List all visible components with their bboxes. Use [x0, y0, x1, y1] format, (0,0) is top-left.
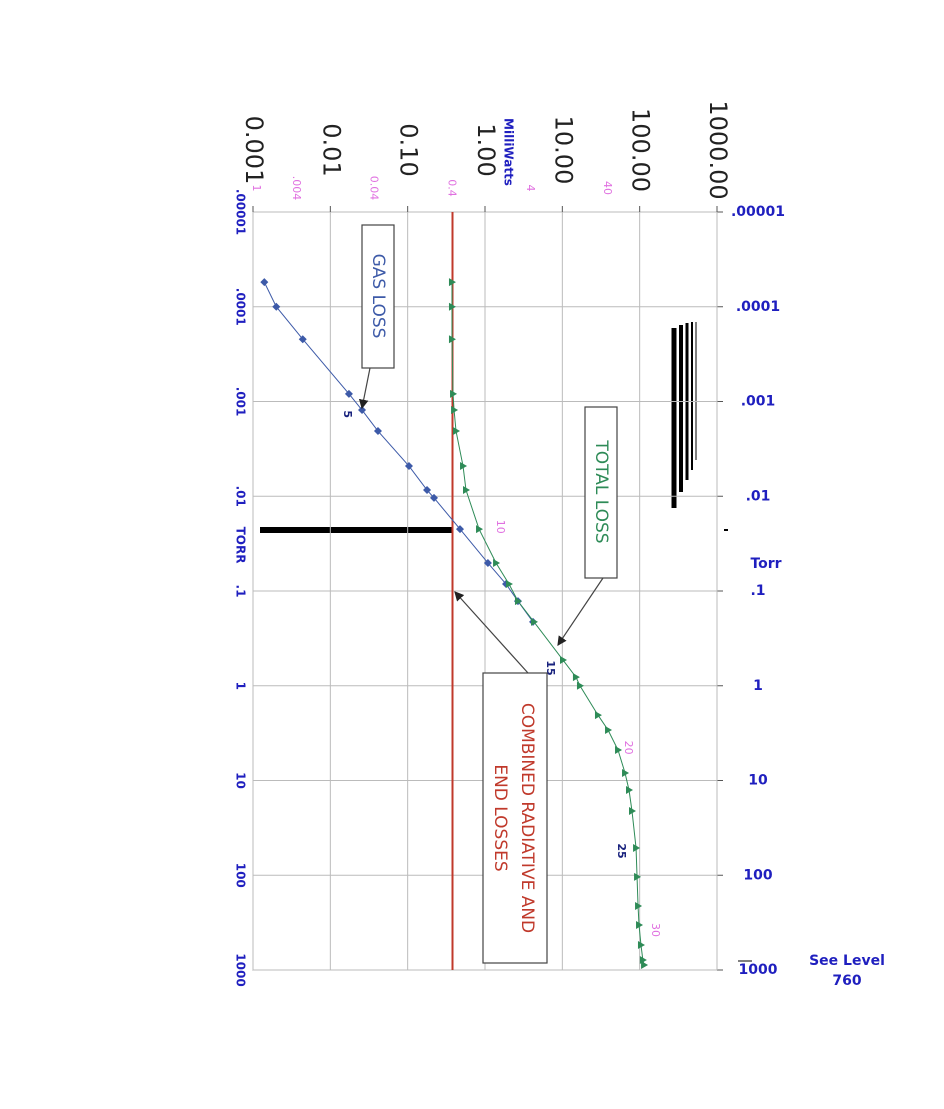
data-point [450, 389, 458, 398]
data-point [637, 941, 645, 950]
data-point [636, 920, 644, 929]
point-label: 10 [494, 520, 507, 534]
data-point [448, 278, 456, 287]
y2-tick-label: 40 [601, 181, 614, 195]
arrow [454, 591, 529, 674]
data-point [594, 711, 602, 720]
data-point [622, 769, 630, 778]
x-tick-label: .01 [746, 488, 771, 504]
y-tick-label: 10.00 [549, 116, 577, 185]
point-label: 30 [649, 923, 662, 937]
note: See Level [809, 953, 885, 969]
y2-tick-label: 0.04 [367, 176, 380, 201]
data-point [514, 597, 522, 606]
data-point [635, 901, 643, 910]
y2-tick-label: 4 [524, 185, 537, 192]
data-point [629, 807, 637, 816]
data-point [260, 278, 269, 287]
x-tick-label: .001 [741, 394, 776, 410]
point-label: 15 [544, 660, 557, 675]
x-tick-label: .0001 [736, 299, 780, 315]
data-point [559, 656, 567, 665]
data-point [453, 427, 461, 436]
x-tick-label: 1 [234, 682, 248, 690]
data-point [572, 673, 580, 682]
reference-label: END LOSSES [490, 764, 510, 871]
data-point [373, 427, 382, 436]
series-label: TOTAL LOSS [591, 439, 611, 543]
label-box [584, 406, 618, 579]
y-axis-label: MilliWatts [502, 118, 516, 186]
data-point [423, 486, 432, 495]
y-tick-label: 1000.00 [704, 100, 732, 199]
data-point [626, 786, 634, 795]
data-point [605, 725, 613, 734]
data-point [272, 302, 281, 311]
y-tick-label: 1.00 [472, 123, 500, 176]
point-label: 25 [615, 843, 628, 858]
x-tick-label: 10 [748, 773, 768, 789]
data-point [576, 681, 584, 690]
note: 760 [832, 973, 861, 989]
x-tick-label: .01 [234, 486, 248, 507]
x-tick-label: .1 [750, 583, 765, 599]
data-point [476, 525, 484, 534]
x-axis-label: Torr [750, 556, 781, 572]
x-tick-label: .00001 [731, 204, 785, 220]
x-tick-label: .00001 [234, 189, 248, 235]
x-tick-label: .001 [234, 387, 248, 417]
data-point [505, 580, 513, 589]
arrow [358, 367, 371, 410]
x-tick-label: .1 [234, 585, 248, 598]
data-point [460, 462, 468, 471]
reference-label: COMBINED RADIATIVE AND [517, 703, 537, 933]
data-point [633, 843, 641, 852]
data-point [641, 960, 649, 969]
data-point [448, 302, 456, 311]
point-label: 20 [622, 741, 635, 755]
series-line [263, 281, 534, 623]
arrow [557, 577, 604, 646]
x-axis-label: TORR [234, 527, 248, 564]
data-point [455, 525, 464, 534]
data-point [634, 872, 642, 881]
data-point [615, 746, 623, 755]
data-point [448, 335, 456, 344]
x-tick-label: 100 [234, 863, 248, 888]
data-point [429, 493, 438, 502]
data-point [493, 558, 501, 567]
data-point [463, 486, 471, 495]
y-tick-label: 0.001 [240, 116, 268, 185]
x-tick-label: 100 [743, 867, 772, 883]
data-point [344, 389, 353, 398]
series-label: GAS LOSS [368, 254, 388, 339]
x-tick-label: 1000 [739, 962, 778, 978]
x-tick-label: 10 [234, 772, 248, 789]
y2-tick-label: .004 [290, 176, 303, 201]
y-tick-label: 0.10 [395, 123, 423, 176]
label-box [482, 672, 548, 964]
data-point [483, 558, 492, 567]
data-point [298, 335, 307, 344]
y-tick-label: 0.01 [317, 123, 345, 176]
y2-tick-label: 1 [250, 185, 263, 192]
data-point [530, 617, 538, 626]
data-point [451, 406, 459, 415]
black-bars [671, 322, 697, 508]
label-box [361, 224, 395, 369]
y-tick-label: 100.00 [627, 108, 655, 192]
y2-tick-label: 0.4 [446, 179, 459, 197]
data-point [404, 462, 413, 471]
x-tick-label: .0001 [234, 288, 248, 326]
x-tick-label: 1000 [234, 953, 248, 986]
x-tick-label: 1 [753, 678, 763, 694]
point-label: 5 [341, 410, 354, 418]
